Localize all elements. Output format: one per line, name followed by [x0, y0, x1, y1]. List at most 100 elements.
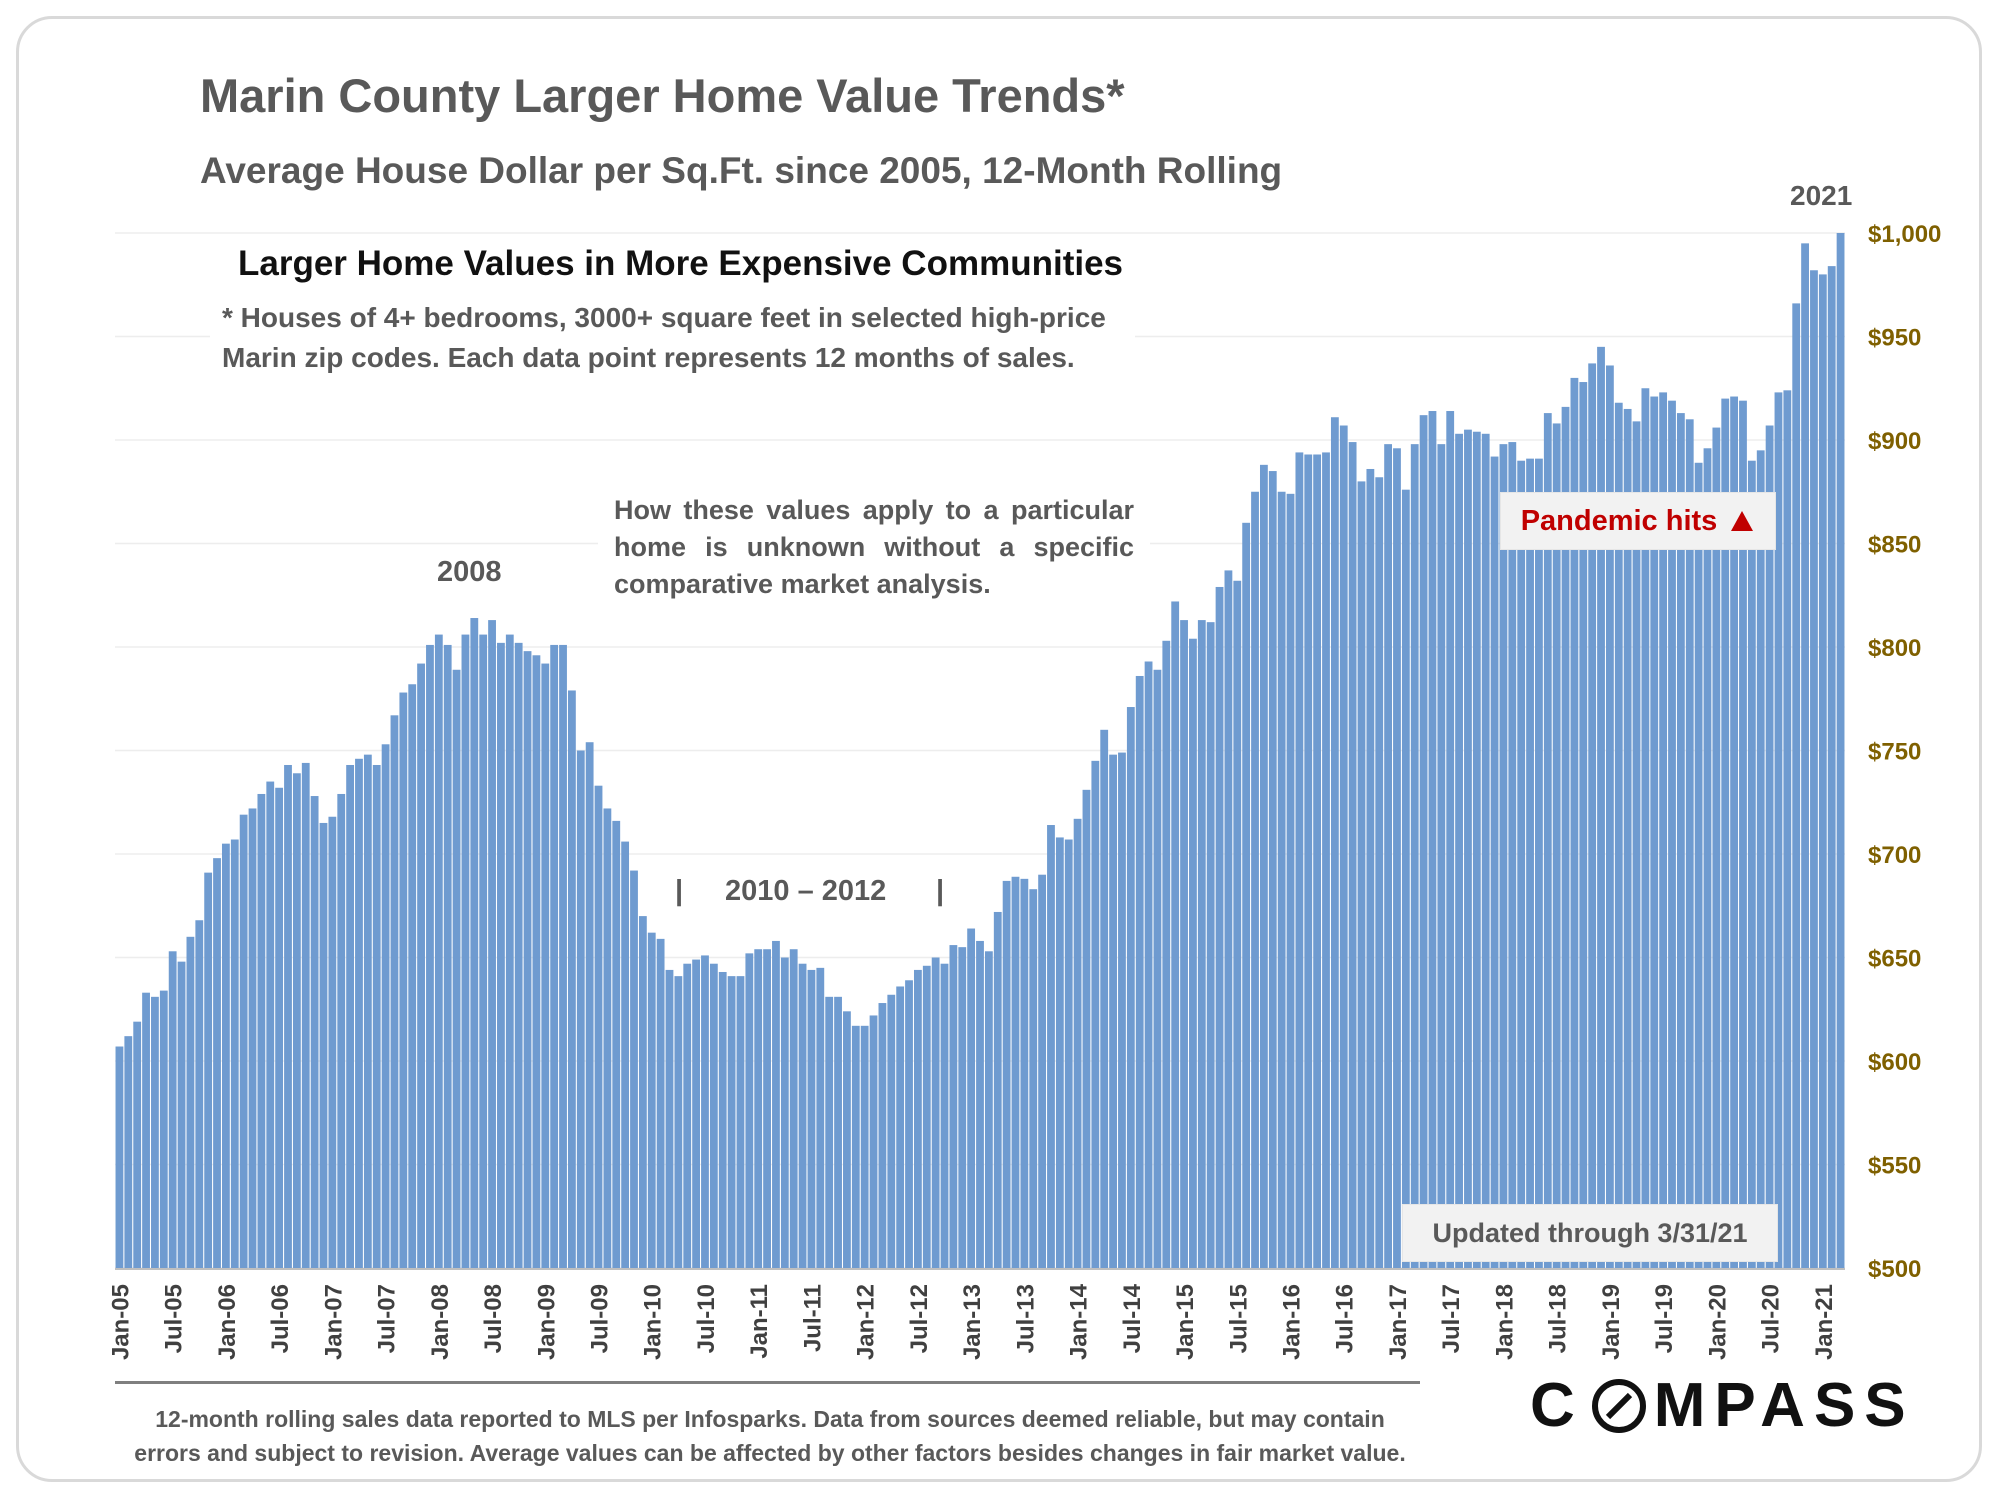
bar	[1259, 464, 1268, 1269]
bar	[1597, 346, 1605, 1269]
x-tick-label: Jul-05	[161, 1284, 188, 1353]
bar	[470, 618, 479, 1268]
bar	[656, 938, 665, 1268]
bar	[532, 655, 541, 1268]
bar	[807, 969, 816, 1268]
y-tick-label: $1,000	[1868, 221, 1941, 248]
x-tick-label: Jan-20	[1704, 1284, 1731, 1360]
x-tick-label: Jul-18	[1545, 1284, 1572, 1353]
bar	[1490, 456, 1499, 1268]
info-box-heading: Larger Home Values in More Expensive Com…	[238, 244, 1123, 283]
bar	[1827, 266, 1836, 1268]
x-tick-label: Jan-17	[1385, 1284, 1412, 1360]
bar	[1508, 442, 1517, 1268]
bar	[825, 996, 834, 1268]
x-tick-label: Jul-11	[799, 1284, 826, 1352]
bar	[878, 1003, 887, 1268]
bar	[931, 957, 940, 1268]
bar	[541, 663, 550, 1268]
bar	[1472, 431, 1481, 1269]
x-tick-label: Jul-17	[1438, 1284, 1465, 1353]
bracket-left: |	[675, 875, 684, 907]
bar	[1348, 442, 1357, 1268]
bar	[292, 773, 301, 1268]
bar	[417, 663, 425, 1268]
bar	[1144, 661, 1153, 1268]
bar	[1171, 601, 1180, 1268]
bar	[816, 967, 825, 1268]
bar	[301, 762, 310, 1268]
x-tick-label: Jul-20	[1758, 1284, 1785, 1353]
x-tick-label: Jan-14	[1066, 1283, 1093, 1360]
bar	[1818, 274, 1827, 1268]
footnote-line2: errors and subject to revision. Average …	[134, 1440, 1406, 1466]
bar	[1215, 586, 1224, 1268]
x-tick-label: Jan-05	[107, 1284, 134, 1360]
bar	[683, 963, 692, 1268]
bar	[1659, 392, 1668, 1268]
bar	[1419, 415, 1428, 1268]
bar	[1197, 620, 1206, 1268]
y-tick-label: $750	[1868, 739, 1921, 766]
bar	[967, 928, 976, 1268]
bar	[630, 870, 638, 1268]
bar	[674, 976, 683, 1268]
bar	[1481, 433, 1490, 1268]
info-box-note-line1: * Houses of 4+ bedrooms, 3000+ square fe…	[222, 302, 1106, 333]
info-box-note-line2: Marin zip codes. Each data point represe…	[222, 342, 1075, 373]
annotation-2010-2012: 2010 – 2012	[725, 875, 887, 907]
bar	[399, 692, 408, 1268]
bar	[922, 965, 931, 1268]
bar	[523, 651, 532, 1268]
bar	[594, 785, 603, 1268]
bar	[896, 986, 905, 1268]
bar	[1055, 837, 1064, 1268]
bar	[230, 839, 239, 1268]
bar	[1801, 243, 1809, 1269]
x-tick-label: Jan-18	[1491, 1284, 1518, 1360]
bar	[319, 822, 328, 1268]
bar	[736, 976, 745, 1268]
bar	[1810, 270, 1818, 1268]
bar	[1366, 468, 1375, 1269]
x-tick-label: Jan-12	[853, 1284, 880, 1360]
bar	[461, 634, 470, 1268]
bar	[1499, 444, 1508, 1268]
bar	[372, 764, 381, 1268]
bar	[168, 951, 177, 1268]
bar	[1180, 620, 1188, 1268]
x-tick-label: Jul-19	[1651, 1284, 1678, 1353]
x-tick-label: Jul-08	[480, 1284, 507, 1353]
y-tick-label: $950	[1868, 325, 1921, 352]
bar	[949, 945, 958, 1268]
bar	[284, 764, 292, 1268]
bar	[585, 742, 594, 1268]
bar	[1206, 622, 1215, 1268]
bar	[1100, 729, 1109, 1268]
bar	[798, 963, 807, 1268]
bar	[1047, 825, 1055, 1268]
bar	[701, 955, 709, 1268]
bar	[754, 949, 763, 1268]
bar	[1322, 452, 1330, 1268]
bar	[1543, 413, 1552, 1269]
bar	[1685, 419, 1694, 1268]
bar	[1588, 363, 1597, 1268]
bar	[1570, 377, 1579, 1268]
bar	[1739, 400, 1747, 1268]
bar	[612, 820, 621, 1268]
y-tick-label: $650	[1868, 946, 1921, 973]
pandemic-label: Pandemic hits	[1520, 504, 1718, 537]
bar	[213, 858, 221, 1268]
bar	[789, 949, 798, 1268]
bar	[1029, 889, 1038, 1268]
bar	[603, 808, 612, 1268]
bar	[1375, 477, 1384, 1268]
bar	[1668, 400, 1676, 1268]
bar	[1730, 396, 1739, 1268]
footnote: 12-month rolling sales data reported to …	[100, 1402, 1440, 1470]
bar	[1038, 874, 1047, 1268]
bar	[984, 951, 993, 1268]
bar	[248, 808, 257, 1268]
year-2021-label: 2021	[1790, 180, 1853, 211]
